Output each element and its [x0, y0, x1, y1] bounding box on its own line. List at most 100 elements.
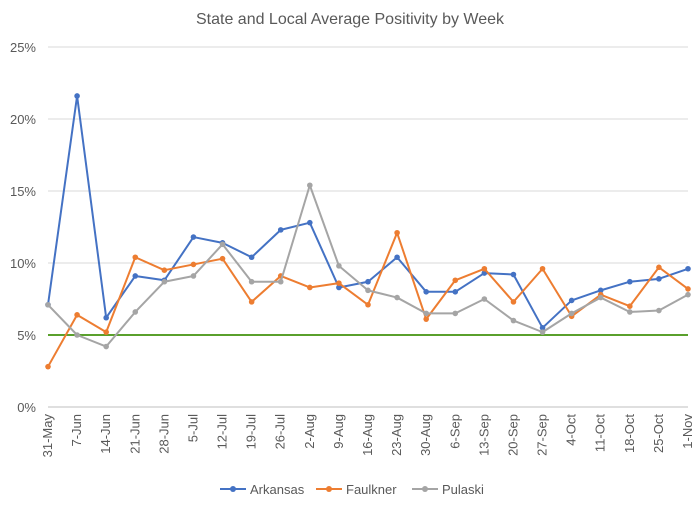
- data-point: [74, 312, 80, 318]
- x-tick-label: 12-Jul: [215, 414, 230, 450]
- y-tick-label: 0%: [17, 400, 36, 415]
- data-point: [248, 278, 255, 285]
- data-point: [539, 265, 546, 272]
- x-tick-label: 30-Aug: [418, 414, 433, 456]
- data-point: [627, 309, 633, 315]
- data-point: [103, 343, 109, 350]
- x-axis: 31-May 7-Jun 14-Jun 21-Jun 28-Jun 5-Jul 12-Jul…: [40, 414, 695, 458]
- x-tick-label: 6-Sep: [447, 414, 462, 449]
- data-point: [656, 307, 662, 314]
- x-tick-label: 26-Jul: [273, 414, 288, 450]
- data-point: [365, 301, 371, 308]
- data-point: [597, 287, 604, 294]
- data-point: [510, 317, 517, 324]
- data-point: [248, 299, 255, 305]
- data-point: [656, 264, 662, 271]
- data-point: [336, 280, 342, 286]
- y-tick-label: 20%: [10, 112, 36, 127]
- legend-item-faulkner: Faulkner: [316, 482, 397, 497]
- data-point: [394, 229, 400, 236]
- series-arkansas: [45, 93, 691, 331]
- data-point: [307, 284, 313, 291]
- series-group: [45, 93, 691, 370]
- data-point: [161, 267, 168, 274]
- data-point: [248, 254, 255, 261]
- x-tick-label: 25-Oct: [651, 414, 666, 453]
- data-point: [103, 314, 109, 321]
- data-point: [685, 291, 691, 298]
- data-point: [481, 265, 488, 272]
- legend-label: Pulaski: [442, 482, 484, 497]
- data-point: [190, 234, 197, 240]
- x-tick-label: 27-Sep: [535, 414, 550, 456]
- data-point: [539, 325, 546, 331]
- x-tick-label: 14-Jun: [98, 414, 113, 454]
- data-point: [132, 273, 139, 279]
- data-point: [365, 278, 371, 285]
- x-tick-label: 19-Jul: [244, 414, 259, 450]
- data-point: [627, 303, 633, 310]
- y-tick-label: 15%: [10, 184, 36, 199]
- data-point: [132, 254, 139, 261]
- data-point: [423, 310, 429, 317]
- data-point: [45, 301, 51, 308]
- data-point: [452, 289, 459, 295]
- gridlines: [48, 46, 688, 408]
- data-point: [423, 316, 429, 322]
- chart-title: State and Local Average Positivity by We…: [196, 11, 505, 28]
- series-line: [47, 184, 689, 348]
- data-point: [452, 277, 459, 284]
- x-tick-label: 1-Nov: [680, 414, 695, 449]
- series-line: [47, 231, 689, 368]
- y-axis: 0% 5% 10% 15% 20% 25%: [10, 40, 36, 415]
- y-tick-label: 5%: [17, 328, 36, 343]
- x-tick-label: 4-Oct: [564, 414, 579, 446]
- x-tick-label: 16-Aug: [360, 414, 375, 456]
- data-point: [74, 93, 80, 99]
- data-point: [219, 255, 226, 262]
- legend-label: Arkansas: [250, 482, 305, 497]
- data-point: [277, 278, 284, 285]
- data-point: [277, 227, 284, 233]
- data-point: [568, 310, 575, 317]
- data-point: [394, 254, 400, 261]
- data-point: [656, 276, 662, 282]
- data-point: [423, 289, 429, 295]
- y-tick-label: 10%: [10, 256, 36, 271]
- data-point: [510, 299, 517, 305]
- data-point: [510, 271, 517, 278]
- data-point: [365, 287, 371, 294]
- x-tick-label: 11-Oct: [593, 414, 608, 452]
- data-point: [103, 329, 109, 335]
- legend-item-arkansas: Arkansas: [220, 482, 305, 497]
- data-point: [307, 219, 313, 226]
- data-point: [685, 286, 691, 292]
- x-tick-label: 13-Sep: [476, 414, 491, 456]
- x-tick-label: 31-May: [40, 414, 55, 458]
- legend-swatch-marker: [422, 486, 428, 492]
- data-point: [336, 263, 342, 269]
- data-point: [627, 278, 633, 285]
- data-point: [336, 284, 342, 291]
- data-point: [45, 363, 51, 370]
- data-point: [190, 261, 197, 268]
- legend-label: Faulkner: [346, 482, 397, 497]
- x-tick-label: 7-Jun: [69, 414, 84, 447]
- data-point: [190, 273, 197, 279]
- series-faulkner: [45, 229, 691, 370]
- data-point: [568, 297, 575, 304]
- legend: Arkansas Faulkner Pulaski: [220, 482, 484, 497]
- data-point: [219, 241, 226, 248]
- data-point: [161, 278, 168, 285]
- data-point: [132, 309, 139, 315]
- data-point: [685, 265, 691, 272]
- data-point: [307, 182, 313, 189]
- x-tick-label: 23-Aug: [389, 414, 404, 456]
- x-tick-label: 21-Jun: [127, 414, 142, 454]
- data-point: [597, 294, 604, 301]
- data-point: [74, 332, 80, 338]
- series-pulaski: [45, 182, 691, 350]
- legend-swatch-marker: [326, 486, 332, 492]
- x-tick-label: 5-Jul: [185, 414, 200, 442]
